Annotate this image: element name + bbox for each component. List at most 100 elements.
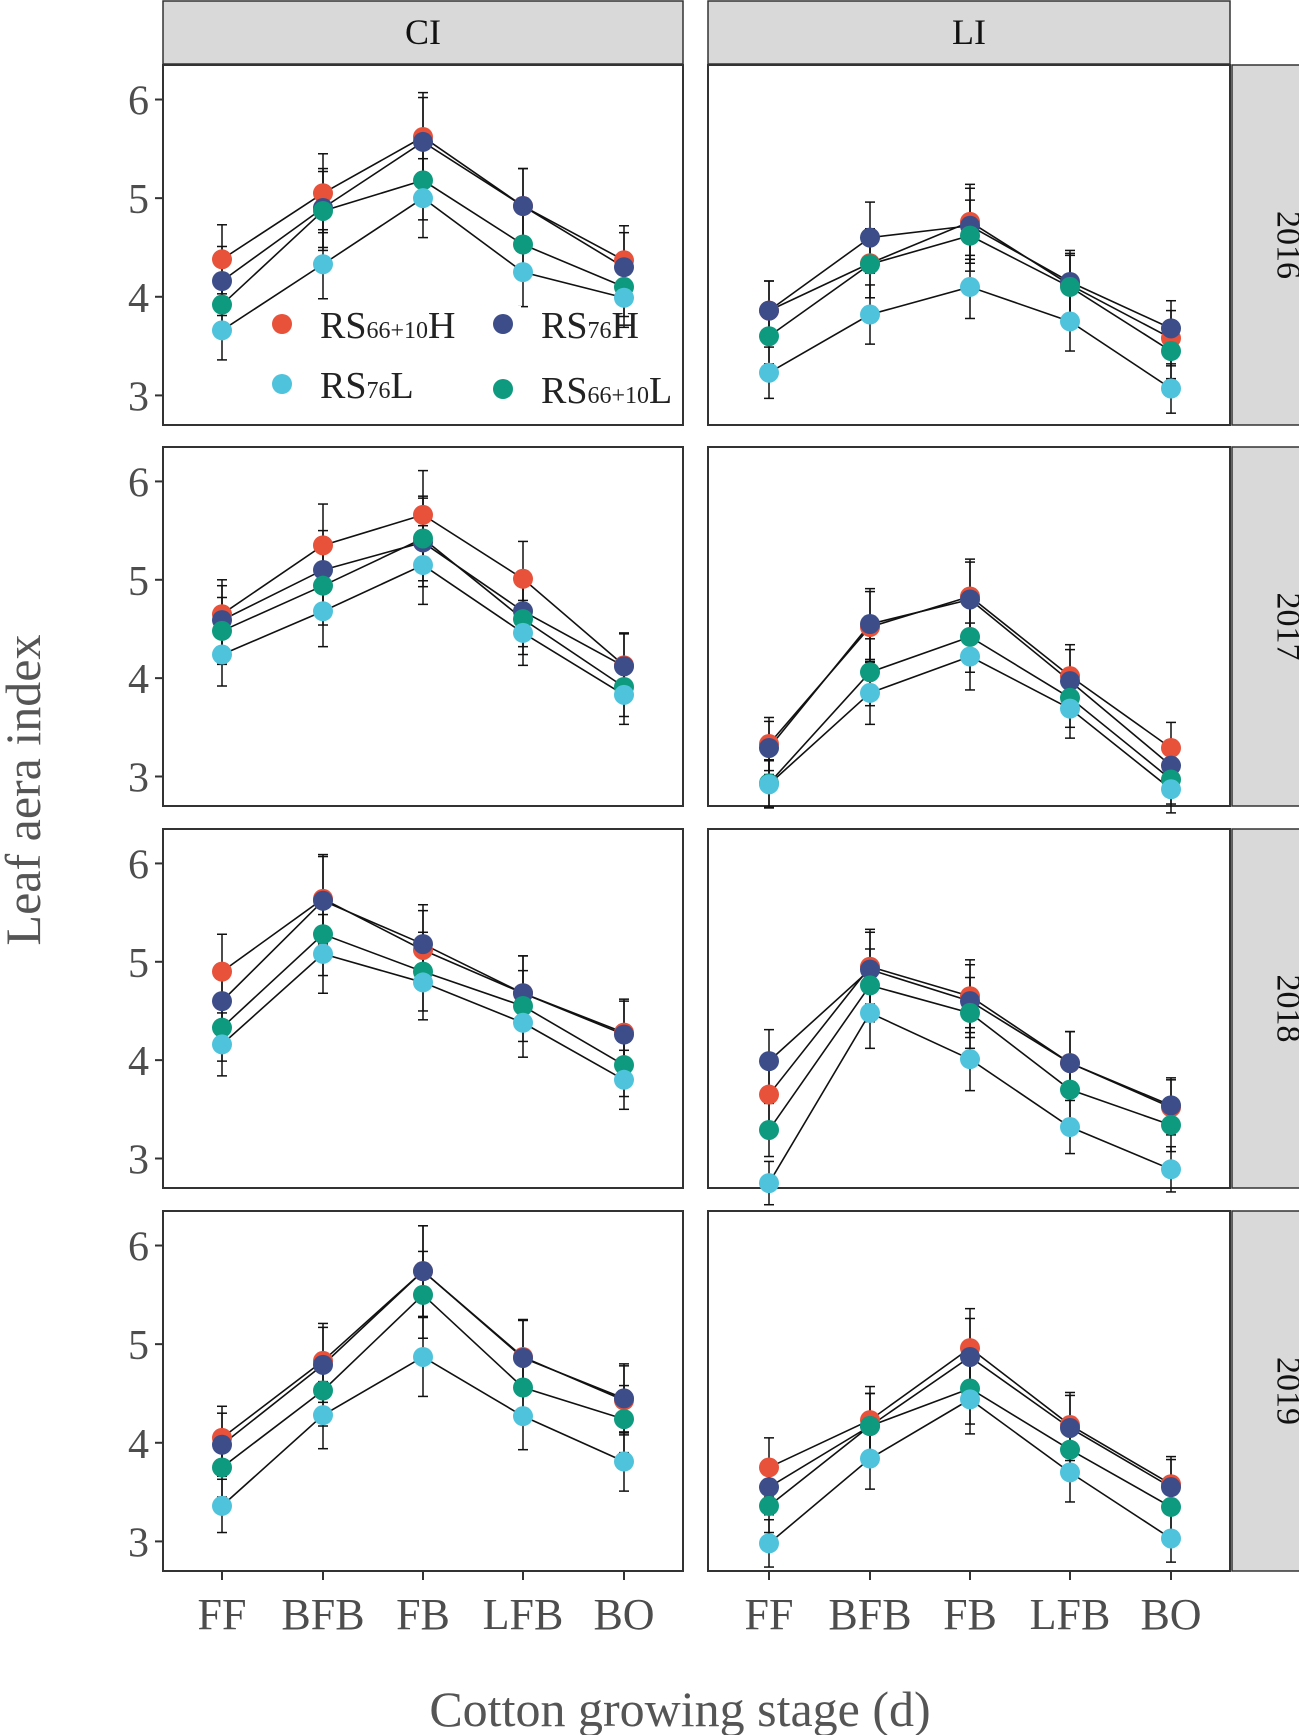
legend-label-base: RS: [320, 365, 366, 407]
x-tick-label-ff: FF: [198, 1590, 247, 1639]
row-strip-2018: [1231, 828, 1299, 1189]
data-point-rs76h: [860, 614, 880, 635]
data-point-rs76l: [212, 1034, 232, 1055]
data-point-rs76l: [313, 254, 333, 275]
data-point-rs76h: [413, 1261, 433, 1282]
data-point-rs66l: [614, 1055, 634, 1076]
data-point-rs76h: [1060, 1417, 1080, 1438]
legend-marker-rs66l: [493, 379, 513, 399]
legend-label-rs66l: RS66+10L: [541, 370, 672, 412]
column-strip-li: [707, 0, 1231, 65]
data-point-rs76h: [614, 257, 634, 278]
data-point-rs66l: [413, 1284, 433, 1305]
data-point-rs76l: [313, 601, 333, 622]
y-tick-label: 4: [128, 657, 149, 703]
row-strip-2019: [1231, 1210, 1299, 1572]
data-point-rs66l: [1161, 1496, 1181, 1517]
legend-label-suffix: H: [611, 305, 638, 347]
data-point-rs66h: [212, 249, 232, 270]
x-axis-title: Cotton growing stage (d): [429, 1681, 930, 1735]
panel-ci-2019: 3 4 5 6 FF BFB FB LFB BO: [128, 1210, 684, 1639]
column-strip-label-ci: CI: [405, 12, 441, 52]
data-point-rs66l: [313, 924, 333, 945]
x-tick-label-bo: BO: [593, 1590, 654, 1639]
data-point-rs76l: [614, 1069, 634, 1090]
data-point-rs66l: [212, 620, 232, 641]
legend-marker-rs76h: [493, 314, 513, 334]
x-tick-label-bo: BO: [1140, 1590, 1201, 1639]
data-point-rs76l: [1060, 698, 1080, 719]
row-strip-2017: [1231, 446, 1299, 807]
legend-label-subscript: 76: [366, 378, 390, 404]
data-point-rs66l: [413, 170, 433, 191]
data-point-rs76h: [212, 991, 232, 1012]
data-point-rs76l: [960, 646, 980, 667]
data-point-rs66l: [212, 1017, 232, 1038]
y-tick-label: 3: [128, 1137, 149, 1183]
data-point-rs76h: [413, 131, 433, 152]
panel-li-2019: FF BFB FB LFB BO: [707, 1210, 1231, 1639]
data-point-rs76h: [860, 959, 880, 980]
data-point-rs76l: [614, 1451, 634, 1472]
data-point-rs76l: [212, 320, 232, 341]
legend-marker-rs76l: [272, 374, 292, 394]
legend-label-base: RS: [541, 370, 587, 412]
data-point-rs66l: [960, 626, 980, 647]
row-strip-label-2019: 2019: [1270, 1357, 1299, 1425]
y-tick-label: 5: [128, 559, 149, 605]
data-point-rs66l: [1060, 1439, 1080, 1460]
data-point-rs76h: [1161, 318, 1181, 339]
data-point-rs76h: [759, 1477, 779, 1498]
data-point-rs66h: [212, 961, 232, 982]
data-point-rs76l: [960, 1049, 980, 1070]
legend-label-rs66h: RS66+10H: [320, 305, 455, 347]
data-point-rs76h: [759, 737, 779, 758]
data-point-rs66h: [413, 504, 433, 525]
data-point-rs66l: [860, 975, 880, 996]
data-point-rs76l: [1060, 1462, 1080, 1483]
y-tick-label: 3: [128, 1520, 149, 1566]
row-strip-label-2016: 2016: [1270, 211, 1299, 279]
legend-marker-rs66h: [272, 314, 292, 334]
data-point-rs76l: [759, 774, 779, 795]
panel-li-2016: [707, 64, 1231, 426]
data-point-rs76h: [212, 271, 232, 291]
data-point-rs66l: [313, 575, 333, 596]
legend-label-subscript: 66+10: [587, 383, 649, 409]
x-tick-label-bfb: BFB: [828, 1590, 911, 1639]
data-point-rs76l: [614, 287, 634, 308]
data-point-rs76h: [1060, 1053, 1080, 1074]
data-point-rs66l: [513, 1377, 533, 1398]
panel-li-2017: [707, 446, 1231, 814]
y-tick-label: 5: [128, 941, 149, 987]
data-point-rs76l: [513, 262, 533, 283]
data-point-rs66l: [313, 1380, 333, 1401]
data-point-rs76h: [313, 890, 333, 911]
x-tick-label-fb: FB: [396, 1590, 450, 1639]
data-point-rs76l: [1161, 779, 1181, 800]
data-point-rs76l: [960, 276, 980, 297]
data-point-rs76h: [513, 1347, 533, 1368]
legend-label-base: RS: [541, 305, 587, 347]
legend-label-suffix: L: [390, 365, 413, 407]
data-point-rs76h: [614, 1024, 634, 1045]
legend-label-subscript: 66+10: [366, 318, 428, 344]
x-tick-label-ff: FF: [745, 1590, 794, 1639]
data-point-rs76h: [759, 300, 779, 321]
y-tick-label: 6: [128, 842, 149, 888]
data-point-rs66h: [1161, 737, 1181, 758]
x-tick-label-bfb: BFB: [281, 1590, 364, 1639]
y-tick-label: 4: [128, 1039, 149, 1085]
x-tick-label-lfb: LFB: [1030, 1590, 1111, 1639]
data-point-rs76l: [413, 188, 433, 209]
y-tick-label: 3: [128, 374, 149, 420]
data-point-rs66l: [513, 996, 533, 1017]
data-point-rs66h: [513, 568, 533, 589]
data-point-rs76h: [614, 1388, 634, 1409]
y-tick-label: 6: [128, 460, 149, 506]
data-point-rs66h: [759, 1457, 779, 1478]
data-point-rs76l: [1161, 378, 1181, 399]
data-point-rs76l: [513, 1012, 533, 1033]
